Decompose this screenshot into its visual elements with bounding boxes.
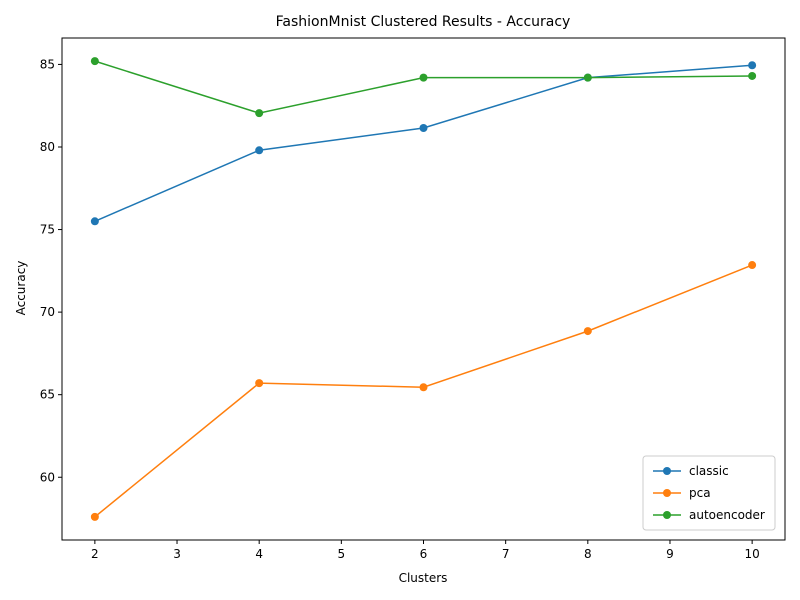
data-point-pca-4 bbox=[255, 379, 264, 388]
x-tick-label: 6 bbox=[420, 547, 428, 561]
data-point-autoencoder-6 bbox=[419, 73, 428, 82]
x-tick-label: 3 bbox=[173, 547, 181, 561]
y-axis-label: Accuracy bbox=[14, 261, 28, 316]
data-point-pca-8 bbox=[583, 327, 592, 336]
x-tick-label: 4 bbox=[255, 547, 263, 561]
legend-label-classic: classic bbox=[689, 464, 729, 478]
y-tick-label: 70 bbox=[40, 305, 55, 319]
x-tick-label: 5 bbox=[338, 547, 346, 561]
y-tick-label: 80 bbox=[40, 140, 55, 154]
legend: classic pca autoencoder bbox=[642, 455, 776, 531]
x-tick-label: 9 bbox=[666, 547, 674, 561]
y-tick-label: 85 bbox=[40, 57, 55, 71]
series-line-autoencoder bbox=[94, 60, 753, 114]
legend-label-autoencoder: autoencoder bbox=[689, 508, 765, 522]
chart-title: FashionMnist Clustered Results - Accurac… bbox=[276, 14, 571, 30]
legend-marker-autoencoder bbox=[663, 511, 671, 519]
y-axis-ticks: 60 65 70 75 80 85 bbox=[40, 57, 62, 484]
legend-marker-pca bbox=[663, 489, 671, 497]
data-point-classic-10 bbox=[748, 61, 757, 70]
data-point-autoencoder-10 bbox=[748, 71, 757, 80]
legend-marker-classic bbox=[663, 467, 671, 475]
series-line-classic bbox=[94, 64, 753, 222]
x-tick-label: 7 bbox=[502, 547, 510, 561]
data-point-classic-6 bbox=[419, 123, 428, 132]
y-tick-label: 65 bbox=[40, 388, 55, 402]
y-tick-label: 60 bbox=[40, 470, 55, 484]
x-axis-label: Clusters bbox=[399, 571, 448, 585]
data-point-classic-4 bbox=[255, 146, 264, 155]
x-tick-label: 8 bbox=[584, 547, 592, 561]
data-point-pca-6 bbox=[419, 383, 428, 392]
x-tick-label: 10 bbox=[744, 547, 759, 561]
legend-box bbox=[642, 455, 776, 531]
y-tick-label: 75 bbox=[40, 223, 55, 237]
legend-label-pca: pca bbox=[689, 486, 711, 500]
plot-area bbox=[61, 37, 786, 541]
data-point-pca-2 bbox=[90, 512, 99, 521]
data-point-autoencoder-4 bbox=[255, 109, 264, 118]
data-point-classic-2 bbox=[90, 217, 99, 226]
data-point-pca-10 bbox=[748, 261, 757, 270]
x-tick-label: 2 bbox=[91, 547, 99, 561]
data-point-autoencoder-2 bbox=[90, 57, 99, 66]
data-point-autoencoder-8 bbox=[583, 73, 592, 82]
x-axis-ticks: 2 3 4 5 6 7 8 9 10 bbox=[91, 540, 760, 561]
